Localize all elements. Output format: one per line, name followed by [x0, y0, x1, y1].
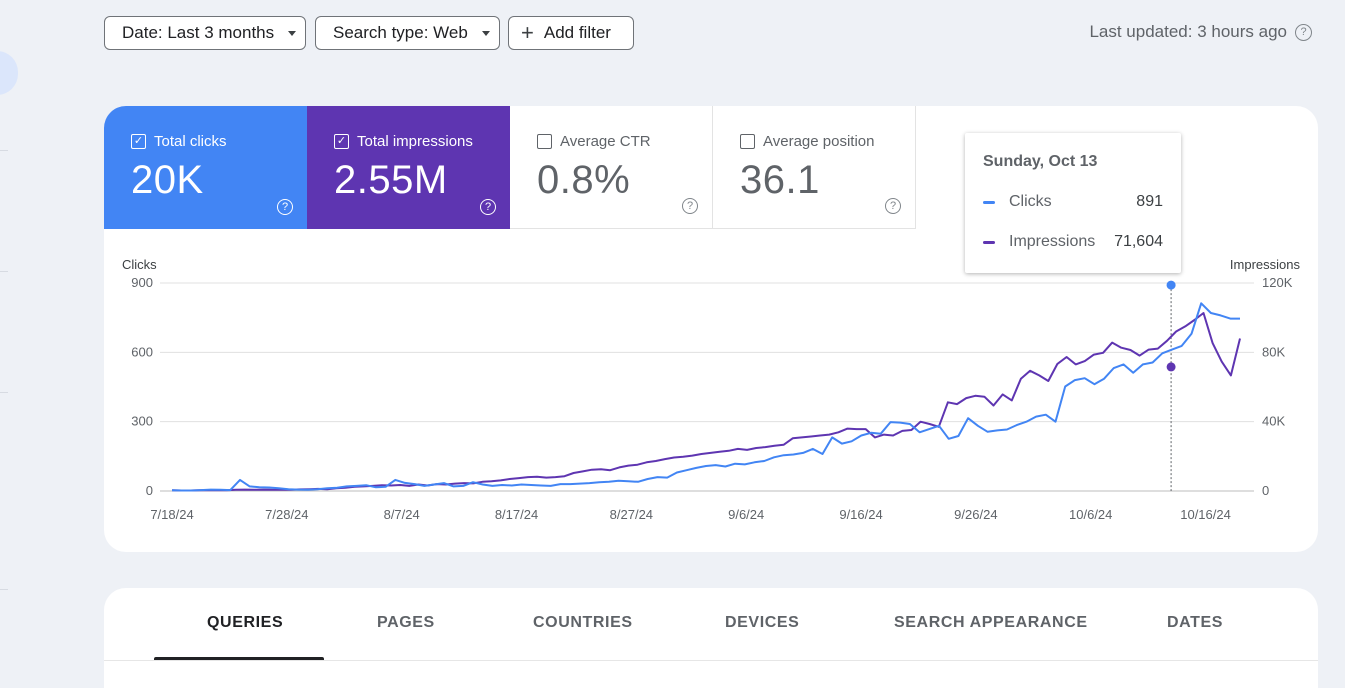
left-tick-label: 600 — [131, 344, 153, 359]
tooltip-clicks-label: Clicks — [1009, 193, 1052, 210]
right-tick-label: 40K — [1262, 414, 1285, 429]
help-icon[interactable]: ? — [1295, 23, 1312, 41]
metric-total-clicks[interactable]: ✓ Total clicks 20K ? — [104, 106, 307, 229]
help-icon[interactable]: ? — [277, 199, 293, 215]
tabs-divider — [104, 660, 1318, 661]
report-tabs: QUERIES PAGES COUNTRIES DEVICES SEARCH A… — [104, 588, 1318, 688]
tab-search-appearance[interactable]: SEARCH APPEARANCE — [894, 614, 1088, 631]
rail-divider — [0, 150, 8, 151]
tooltip-impressions-label: Impressions — [1009, 233, 1096, 250]
checkbox-unchecked-icon[interactable] — [740, 134, 755, 149]
x-tick-label: 7/28/24 — [265, 507, 308, 522]
left-tick-label: 300 — [131, 414, 153, 429]
checkbox-checked-icon[interactable]: ✓ — [334, 134, 349, 149]
tooltip-row-impressions: Impressions 71,604 — [983, 233, 1163, 251]
x-tick-label: 10/16/24 — [1180, 507, 1231, 522]
left-rail — [0, 0, 30, 670]
metric-label: Total clicks — [154, 133, 227, 150]
search-type-label: Search type: Web — [333, 23, 468, 42]
checkbox-checked-icon[interactable]: ✓ — [131, 134, 146, 149]
tab-countries[interactable]: COUNTRIES — [533, 614, 633, 631]
right-axis-title: Impressions — [1230, 257, 1301, 272]
dropdown-caret-icon — [288, 30, 297, 36]
right-tick-label: 0 — [1262, 483, 1269, 498]
search-type-chip[interactable]: Search type: Web — [315, 16, 500, 50]
x-tick-label: 9/26/24 — [954, 507, 997, 522]
last-updated-text: Last updated: 3 hours ago — [1089, 22, 1287, 41]
checkbox-unchecked-icon[interactable] — [537, 134, 552, 149]
tab-devices[interactable]: DEVICES — [725, 614, 800, 631]
add-filter-label: Add filter — [543, 23, 611, 42]
tab-dates[interactable]: DATES — [1167, 614, 1224, 631]
clicks-highlight-point — [1166, 280, 1176, 290]
help-icon[interactable]: ? — [885, 198, 901, 214]
filter-toolbar: Date: Last 3 months Search type: Web + A… — [104, 16, 1345, 52]
x-tick-label: 8/7/24 — [384, 507, 420, 522]
tab-pages[interactable]: PAGES — [377, 614, 435, 631]
metric-average-position[interactable]: Average position 36.1 ? — [713, 106, 916, 229]
impressions-series-line — [171, 312, 1241, 492]
metric-value: 36.1 — [740, 158, 820, 202]
metric-label: Average position — [763, 133, 875, 150]
impressions-highlight-point — [1166, 362, 1176, 372]
left-tick-label: 0 — [146, 483, 153, 498]
rail-divider — [0, 589, 8, 590]
dropdown-caret-icon — [481, 30, 490, 36]
tab-queries[interactable]: QUERIES — [207, 614, 284, 631]
metric-label: Average CTR — [560, 133, 651, 150]
rail-divider — [0, 271, 8, 272]
tooltip-date: Sunday, Oct 13 — [983, 153, 1098, 170]
help-icon[interactable]: ? — [682, 198, 698, 214]
rail-divider — [0, 392, 8, 393]
tooltip-row-clicks: Clicks 891 — [983, 193, 1163, 211]
impressions-swatch — [983, 240, 995, 244]
x-tick-label: 9/6/24 — [728, 507, 764, 522]
clicks-swatch — [983, 200, 995, 204]
add-filter-button[interactable]: + Add filter — [508, 16, 634, 50]
metric-total-impressions[interactable]: ✓ Total impressions 2.55M ? — [307, 106, 510, 229]
date-filter-chip[interactable]: Date: Last 3 months — [104, 16, 306, 50]
clicks-series-line — [171, 302, 1240, 492]
metric-label: Total impressions — [357, 133, 473, 150]
tooltip-clicks-value: 891 — [1136, 193, 1163, 210]
x-tick-label: 10/6/24 — [1069, 507, 1112, 522]
x-tick-label: 7/18/24 — [150, 507, 193, 522]
metric-value: 20K — [131, 158, 204, 202]
nav-selected-pill[interactable] — [0, 51, 18, 95]
plus-icon: + — [521, 20, 534, 45]
performance-chart[interactable]: Clicks Impressions 0 0 300 40K 600 80K 900 120K 7/… — [104, 106, 1318, 552]
x-tick-label: 8/27/24 — [610, 507, 653, 522]
tooltip-impressions-value: 71,604 — [1114, 233, 1163, 250]
date-filter-label: Date: Last 3 months — [122, 23, 275, 42]
metric-value: 0.8% — [537, 158, 631, 202]
right-tick-label: 120K — [1262, 275, 1293, 290]
performance-card: ✓ Total clicks 20K ? ✓ Total impressions 2… — [104, 106, 1318, 552]
last-updated: Last updated: 3 hours ago ? — [1089, 22, 1312, 42]
x-tick-label: 8/17/24 — [495, 507, 538, 522]
metric-value: 2.55M — [334, 158, 448, 202]
help-icon[interactable]: ? — [480, 199, 496, 215]
x-tick-label: 9/16/24 — [839, 507, 882, 522]
right-tick-label: 80K — [1262, 344, 1285, 359]
left-tick-label: 900 — [131, 275, 153, 290]
chart-tooltip: Sunday, Oct 13 Clicks 891 Impressions 71… — [965, 133, 1181, 273]
metric-average-ctr[interactable]: Average CTR 0.8% ? — [510, 106, 713, 229]
left-axis-title: Clicks — [122, 257, 157, 272]
active-tab-indicator — [154, 657, 324, 660]
